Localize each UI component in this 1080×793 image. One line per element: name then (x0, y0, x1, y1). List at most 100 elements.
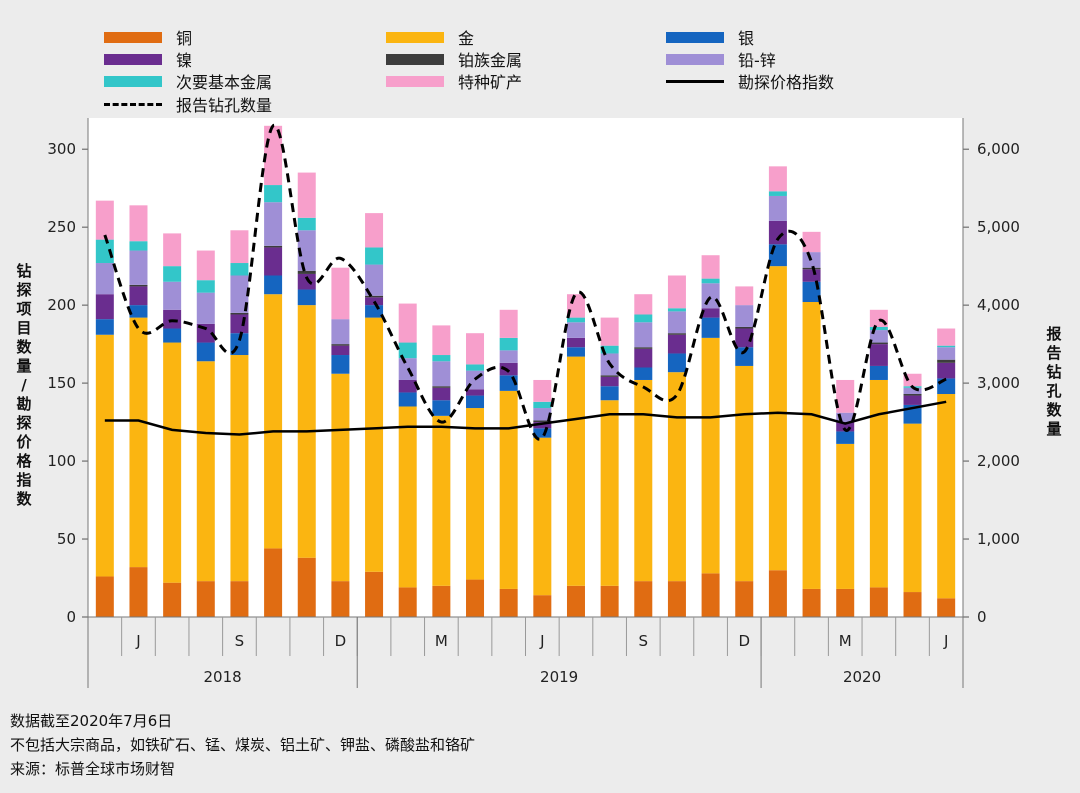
legend-swatch-secondary (104, 75, 162, 87)
bar-nickel (95, 294, 114, 320)
bar-silver (869, 365, 888, 380)
bar-secondary (768, 191, 787, 196)
legend: 铜 金 银 镍 铂族金属 铅-锌 次要基本金属 特种矿产 (0, 0, 1080, 118)
bar-pgm (365, 295, 384, 298)
bar-silver (836, 431, 855, 444)
y-right-tick-label: 0 (977, 608, 987, 626)
y-left-tick-label: 50 (57, 530, 76, 548)
legend-label-pgm: 铂族金属 (458, 51, 523, 70)
legend-swatch-pgm (386, 53, 444, 65)
bar-silver (95, 319, 114, 335)
bar-silver (264, 275, 283, 295)
bar-lead_zinc (836, 412, 855, 423)
bar-silver (432, 400, 451, 416)
bar-pgm (903, 394, 922, 396)
bar-nickel (129, 286, 148, 306)
legend-label-index: 勘探价格指数 (738, 73, 835, 92)
bar-gold (701, 337, 720, 574)
y-left-tick-label: 100 (47, 452, 76, 470)
bar-silver (297, 289, 316, 306)
line-index (104, 400, 947, 436)
y-right-tick-label: 4,000 (977, 296, 1020, 314)
bar-lead_zinc (566, 322, 585, 338)
note-date: 数据截至2020年7月6日 (10, 712, 173, 730)
x-month-label: J (539, 632, 544, 650)
bar-gold (129, 317, 148, 568)
bar-gold (499, 390, 518, 589)
bar-pgm (432, 386, 451, 388)
bar-secondary (398, 342, 417, 359)
y-left-tick-label: 0 (66, 608, 76, 626)
bar-pgm (230, 312, 249, 315)
bar-pgm (667, 333, 686, 335)
bar-copper (937, 598, 956, 617)
bar-copper (331, 581, 350, 617)
bar-nickel (768, 220, 787, 245)
bar-lead_zinc (533, 408, 552, 421)
bar-silver (163, 328, 182, 343)
bar-specialty (499, 309, 518, 338)
bar-specialty (802, 231, 821, 253)
bar-gold (634, 379, 653, 582)
bar-nickel (802, 269, 821, 282)
bar-nickel (365, 297, 384, 306)
bar-silver (398, 392, 417, 407)
bar-copper (196, 581, 215, 617)
legend-item-silver: 银 (666, 26, 754, 48)
bar-nickel (600, 376, 619, 387)
legend-item-holes: 报告钻孔数量 (104, 93, 272, 115)
bar-specialty (466, 333, 485, 365)
legend-swatch-gold (386, 31, 444, 43)
legend-item-nickel: 镍 (104, 48, 192, 70)
bar-silver (701, 317, 720, 338)
y-left-tick-label: 300 (47, 140, 76, 158)
bar-secondary (297, 217, 316, 231)
legend-label-holes: 报告钻孔数量 (176, 96, 273, 115)
legend-item-gold: 金 (386, 26, 474, 48)
legend-swatch-nickel (104, 53, 162, 65)
x-month-label: S (639, 632, 649, 650)
bar-nickel (499, 362, 518, 376)
bar-specialty (365, 213, 384, 248)
bar-secondary (365, 247, 384, 265)
legend-label-secondary: 次要基本金属 (176, 73, 273, 92)
legend-swatch-specialty (386, 75, 444, 87)
bar-specialty (196, 250, 215, 281)
bar-nickel (667, 334, 686, 354)
bar-nickel (566, 337, 585, 348)
bar-pgm (533, 420, 552, 423)
y-left-tick-label: 150 (47, 374, 76, 392)
bar-gold (95, 334, 114, 577)
bar-specialty (297, 172, 316, 218)
bar-nickel (701, 308, 720, 318)
x-year-label: 2020 (843, 668, 881, 686)
bar-copper (634, 581, 653, 617)
bar-nickel (163, 309, 182, 329)
bar-gold (802, 302, 821, 589)
x-month-label: J (135, 632, 140, 650)
bar-specialty (331, 267, 350, 320)
bar-lead_zinc (230, 275, 249, 313)
bar-lead_zinc (634, 322, 653, 348)
bar-lead_zinc (297, 230, 316, 271)
bar-specialty (230, 230, 249, 264)
legend-label-nickel: 镍 (176, 51, 193, 70)
legend-swatch-silver (666, 31, 724, 43)
bar-copper (869, 587, 888, 617)
bar-copper (533, 595, 552, 617)
y-right-tick-label: 6,000 (977, 140, 1020, 158)
legend-line-index (666, 79, 724, 83)
legend-item-lead-zinc: 铅-锌 (666, 48, 776, 70)
bar-secondary (634, 314, 653, 323)
bar-nickel (836, 422, 855, 432)
bar-nickel (903, 395, 922, 405)
bar-secondary (196, 280, 215, 293)
y-right-tick-label: 5,000 (977, 218, 1020, 236)
bar-copper (432, 585, 451, 617)
bar-gold (196, 361, 215, 582)
bar-gold (264, 294, 283, 549)
bar-nickel (398, 379, 417, 393)
bar-silver (667, 353, 686, 373)
note-source: 来源：标普全球市场财智 (10, 760, 176, 778)
